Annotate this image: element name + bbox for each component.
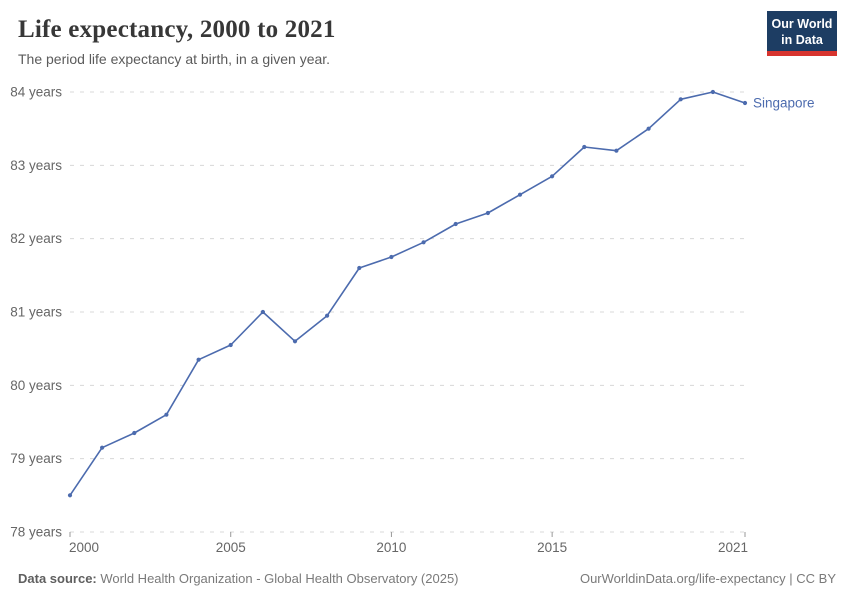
series-label-singapore[interactable]: Singapore (753, 96, 815, 111)
data-point-2010[interactable] (389, 254, 394, 260)
y-axis-label-83: 83 years (10, 158, 62, 173)
data-point-2003[interactable] (164, 412, 169, 417)
chart-title: Life expectancy, 2000 to 2021 (18, 16, 336, 43)
owid-logo-line2: in Data (781, 32, 823, 47)
owid-logo[interactable]: Our World in Data (767, 11, 837, 57)
data-source-text: World Health Organization - Global Healt… (96, 571, 459, 586)
data-point-2002[interactable] (132, 430, 137, 436)
data-point-2015[interactable] (550, 174, 555, 179)
attribution: OurWorldinData.org/life-expectancy | CC … (580, 571, 836, 586)
data-point-2001[interactable] (100, 445, 105, 450)
data-point-2006[interactable] (260, 309, 265, 315)
x-axis-label-2010: 2010 (376, 540, 406, 555)
chart-header: Life expectancy, 2000 to 2021 The period… (0, 0, 850, 67)
data-point-2008[interactable] (325, 313, 330, 318)
data-point-2018[interactable] (646, 126, 651, 131)
data-point-2020[interactable] (710, 89, 716, 95)
y-axis-label-78: 78 years (10, 525, 62, 540)
license-text: | CC BY (785, 571, 836, 586)
x-axis-label-2015: 2015 (537, 540, 567, 555)
y-axis-label-80: 80 years (10, 378, 62, 393)
data-point-2013[interactable] (485, 210, 490, 216)
data-point-2021[interactable] (742, 100, 748, 106)
x-axis-label-2021: 2021 (718, 540, 748, 555)
y-axis-label-84: 84 years (10, 85, 62, 100)
data-point-2014[interactable] (517, 192, 523, 197)
y-axis-label-81: 81 years (10, 305, 62, 320)
x-axis-label-2005: 2005 (216, 540, 246, 555)
chart-footer: Data source: World Health Organization -… (18, 571, 836, 586)
data-point-2019[interactable] (678, 97, 683, 102)
y-axis-label-82: 82 years (10, 231, 62, 246)
y-axis-label-79: 79 years (10, 451, 62, 466)
line-chart-canvas[interactable]: 78 years 79 years 80 years 81 years 82 years… (0, 78, 850, 558)
owid-url-link[interactable]: OurWorldinData.org/life-expectancy (579, 571, 786, 586)
data-point-2012[interactable] (453, 221, 458, 227)
series-line-singapore[interactable] (69, 91, 746, 496)
data-point-2009[interactable] (357, 265, 362, 271)
data-point-2017[interactable] (614, 148, 619, 153)
x-axis-label-2000: 2000 (69, 540, 99, 555)
data-point-2016[interactable] (582, 144, 587, 150)
data-point-2005[interactable] (228, 342, 233, 348)
data-point-2004[interactable] (196, 357, 201, 362)
data-source-label: Data source: (18, 571, 97, 586)
data-point-2000[interactable] (67, 493, 73, 498)
data-point-2011[interactable] (421, 240, 426, 245)
owid-logo-line1: Our World (771, 17, 833, 31)
data-source-note: Data source: World Health Organization -… (18, 571, 459, 586)
chart-subtitle: The period life expectancy at birth, in … (18, 51, 331, 67)
data-point-2007[interactable] (292, 339, 298, 344)
